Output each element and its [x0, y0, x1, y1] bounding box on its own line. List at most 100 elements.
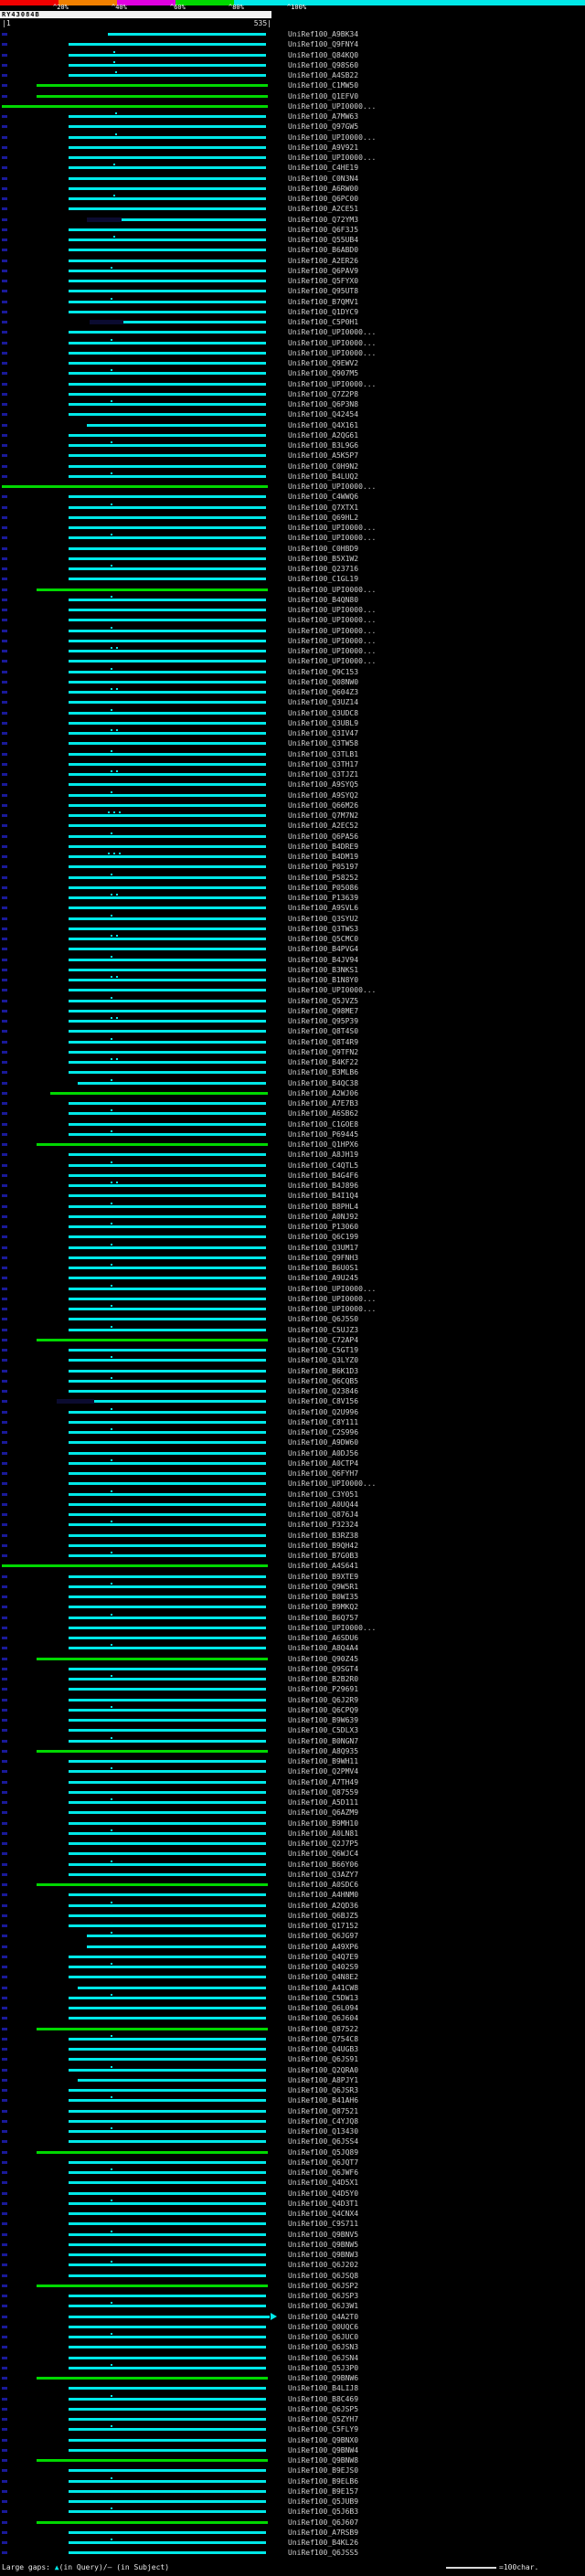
hit-label[interactable]: UniRef100_Q8T4R9: [288, 1037, 359, 1046]
hit-label[interactable]: UniRef100_B4PVG4: [288, 945, 359, 954]
alignment-bar[interactable]: [122, 217, 266, 221]
alignment-bar[interactable]: [69, 135, 266, 139]
alignment-bar[interactable]: [69, 2448, 266, 2452]
hit-label[interactable]: UniRef100_UPI0000...: [288, 379, 377, 388]
alignment-bar[interactable]: [69, 1225, 266, 1228]
hit-label[interactable]: UniRef100_A9V921: [288, 143, 359, 152]
alignment-bar[interactable]: [69, 2479, 266, 2483]
alignment-bar[interactable]: [69, 721, 266, 725]
alignment-bar[interactable]: [69, 1523, 266, 1527]
hit-label[interactable]: UniRef100_C0N3N4: [288, 174, 359, 183]
hit-label[interactable]: UniRef100_B6ABD0: [288, 246, 359, 255]
hit-label[interactable]: UniRef100_A9U245: [288, 1274, 359, 1283]
hit-label[interactable]: UniRef100_B4I1Q4: [288, 1192, 359, 1201]
hit-label[interactable]: UniRef100_P69445: [288, 1129, 359, 1139]
alignment-bar[interactable]: [37, 2520, 268, 2524]
hit-label[interactable]: UniRef100_A7E7B3: [288, 1099, 359, 1108]
hit-label[interactable]: UniRef100_Q3TH17: [288, 759, 359, 769]
alignment-bar[interactable]: [69, 2407, 266, 2411]
hit-label[interactable]: UniRef100_C8Y111: [288, 1417, 359, 1426]
alignment-bar[interactable]: [69, 495, 266, 499]
alignment-bar[interactable]: [69, 1821, 266, 1825]
hit-label[interactable]: UniRef100_UPI0000...: [288, 328, 377, 337]
alignment-bar[interactable]: [69, 351, 266, 355]
alignment-bar[interactable]: [69, 783, 266, 787]
hit-label[interactable]: UniRef100_Q6J5S0: [288, 1315, 359, 1324]
alignment-bar[interactable]: [69, 413, 266, 417]
alignment-bar[interactable]: [69, 906, 266, 910]
alignment-bar[interactable]: [69, 885, 266, 889]
alignment-bar[interactable]: [69, 1739, 266, 1743]
alignment-bar[interactable]: [37, 1143, 268, 1146]
hit-label[interactable]: UniRef100_B9EJS0: [288, 2466, 359, 2475]
alignment-bar[interactable]: [69, 2232, 266, 2236]
alignment-bar[interactable]: [69, 280, 266, 282]
hit-label[interactable]: UniRef100_Q5JQ89: [288, 2147, 359, 2157]
alignment-bar[interactable]: [69, 228, 266, 231]
hit-label[interactable]: UniRef100_A9SYQ2: [288, 790, 359, 800]
hit-label[interactable]: UniRef100_B1N8Y0: [288, 976, 359, 984]
hit-label[interactable]: UniRef100_C1GL19: [288, 575, 359, 584]
alignment-bar[interactable]: [69, 1441, 266, 1445]
alignment-bar[interactable]: [69, 1214, 266, 1218]
hit-label[interactable]: UniRef100_Q69HL2: [288, 513, 359, 522]
hit-label[interactable]: UniRef100_Q7Z2P8: [288, 389, 359, 398]
alignment-bar[interactable]: [94, 1400, 266, 1404]
alignment-bar[interactable]: [69, 1688, 266, 1691]
alignment-bar[interactable]: [69, 1184, 266, 1187]
hit-label[interactable]: UniRef100_B8C469: [288, 2394, 359, 2403]
hit-label[interactable]: UniRef100_Q3UZ14: [288, 698, 359, 707]
hit-label[interactable]: UniRef100_Q6J2R9: [288, 1695, 359, 1704]
hit-label[interactable]: UniRef100_UPI0000...: [288, 1294, 377, 1303]
alignment-bar[interactable]: [69, 773, 266, 776]
hit-label[interactable]: UniRef100_Q9W5R1: [288, 1582, 359, 1591]
alignment-bar[interactable]: [69, 125, 266, 129]
alignment-bar[interactable]: [37, 94, 268, 98]
alignment-bar[interactable]: [69, 2109, 266, 2113]
hit-label[interactable]: UniRef100_Q87521: [288, 2106, 359, 2115]
alignment-bar[interactable]: [69, 2418, 266, 2421]
alignment-bar[interactable]: [69, 793, 266, 797]
hit-label[interactable]: UniRef100_Q6JSP2: [288, 2281, 359, 2290]
alignment-bar[interactable]: [69, 1780, 266, 1784]
hit-label[interactable]: UniRef100_A4S641: [288, 1562, 359, 1571]
alignment-bar[interactable]: [69, 814, 266, 817]
alignment-bar[interactable]: [69, 1390, 266, 1393]
hit-label[interactable]: UniRef100_UPI0000...: [288, 1479, 377, 1489]
hit-label[interactable]: UniRef100_P05197: [288, 863, 359, 872]
hit-label[interactable]: UniRef100_Q4Q7E9: [288, 1952, 359, 1961]
hit-label[interactable]: UniRef100_A2ER26: [288, 256, 359, 265]
alignment-bar[interactable]: [69, 670, 266, 673]
hit-label[interactable]: UniRef100_C5P0H1: [288, 318, 359, 326]
hit-label[interactable]: UniRef100_Q95P39: [288, 1017, 359, 1025]
alignment-bar[interactable]: [69, 115, 266, 118]
alignment-bar[interactable]: [69, 865, 266, 869]
hit-label[interactable]: UniRef100_C4WWQ6: [288, 493, 359, 502]
hit-label[interactable]: UniRef100_UPI0000...: [288, 626, 377, 635]
alignment-bar[interactable]: [69, 660, 266, 663]
alignment-bar[interactable]: [69, 515, 266, 519]
hit-label[interactable]: UniRef100_B9WH11: [288, 1757, 359, 1765]
alignment-bar[interactable]: [69, 691, 266, 694]
hit-label[interactable]: UniRef100_C0H9N2: [288, 461, 359, 471]
alignment-bar[interactable]: [69, 1543, 266, 1547]
alignment-bar[interactable]: [69, 2068, 266, 2072]
alignment-bar[interactable]: [69, 546, 266, 550]
hit-label[interactable]: UniRef100_B4G4F6: [288, 1171, 359, 1180]
alignment-bar[interactable]: [69, 2017, 266, 2020]
hit-label[interactable]: UniRef100_Q4D5X1: [288, 2178, 359, 2188]
alignment-bar[interactable]: [69, 948, 266, 951]
hit-label[interactable]: UniRef100_B3MLB6: [288, 1068, 359, 1077]
hit-label[interactable]: UniRef100_A2EC52: [288, 822, 359, 831]
hit-label[interactable]: UniRef100_Q6JSQ8: [288, 2271, 359, 2280]
alignment-bar[interactable]: [69, 609, 266, 611]
hit-label[interactable]: UniRef100_A9SVL6: [288, 904, 359, 913]
alignment-bar[interactable]: [69, 176, 266, 180]
alignment-bar[interactable]: [69, 2387, 266, 2390]
alignment-bar[interactable]: [69, 166, 266, 170]
alignment-bar[interactable]: [69, 2438, 266, 2442]
hit-label[interactable]: UniRef100_B3NKS1: [288, 965, 359, 974]
alignment-bar[interactable]: [69, 2295, 266, 2297]
hit-label[interactable]: UniRef100_Q6JSR3: [288, 2086, 359, 2094]
hit-label[interactable]: UniRef100_Q1HPX6: [288, 1140, 359, 1149]
